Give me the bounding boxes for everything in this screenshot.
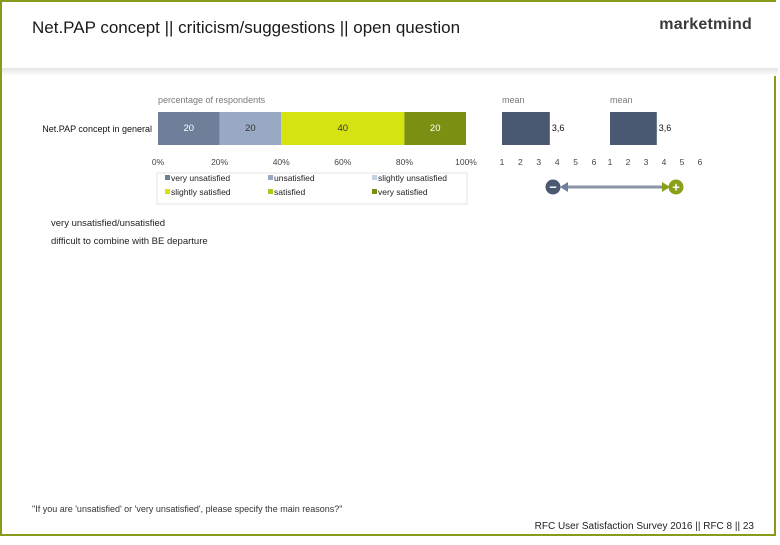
mean-bar-left — [502, 112, 550, 145]
legend-swatch — [268, 189, 273, 194]
mean-tick-label-right: 4 — [662, 157, 667, 167]
bar-value-label: 20 — [184, 123, 195, 134]
slide-frame — [0, 0, 776, 536]
scale-arrowhead-left — [560, 182, 568, 192]
mean-tick-label-left: 4 — [555, 157, 560, 167]
page-title: Net.PAP concept || criticism/suggestions… — [32, 18, 461, 37]
mean-title-right: mean — [610, 95, 633, 105]
legend-label: unsatisfied — [274, 173, 315, 183]
legend-label: slightly satisfied — [171, 187, 231, 197]
mean-tick-label-right: 1 — [608, 157, 613, 167]
mean-value-label-right: 3,6 — [659, 123, 672, 133]
legend-label: very satisfied — [378, 187, 428, 197]
mean-tick-label-left: 3 — [536, 157, 541, 167]
x-tick-label: 100% — [455, 157, 477, 167]
x-tick-label: 80% — [396, 157, 413, 167]
mean-tick-label-right: 3 — [644, 157, 649, 167]
question-footnote: "If you are 'unsatisfied' or 'very unsat… — [32, 504, 343, 514]
slide-footer: RFC User Satisfaction Survey 2016 || RFC… — [534, 521, 754, 532]
response-category: very unsatisfied/unsatisfied — [51, 218, 166, 229]
legend-swatch — [165, 175, 170, 180]
minus-icon-glyph: − — [549, 180, 557, 195]
mean-tick-label-left: 1 — [500, 157, 505, 167]
x-tick-label: 0% — [152, 157, 165, 167]
legend-label: satisfied — [274, 187, 305, 197]
brand-logo: marketmind — [659, 16, 752, 33]
legend-label: slightly unsatisfied — [378, 173, 447, 183]
bar-value-label: 40 — [338, 123, 349, 134]
mean-tick-label-left: 5 — [573, 157, 578, 167]
mean-bar-right — [610, 112, 657, 145]
plus-icon-glyph: + — [672, 180, 680, 195]
bar-value-label: 20 — [430, 123, 441, 134]
scale-arrowhead-right — [662, 182, 670, 192]
mean-tick-label-left: 2 — [518, 157, 523, 167]
mean-tick-label-right: 6 — [698, 157, 703, 167]
mean-title-left: mean — [502, 95, 525, 105]
legend-label: very unsatisfied — [171, 173, 230, 183]
legend-swatch — [268, 175, 273, 180]
plus-icon — [668, 179, 684, 195]
header-shadow — [2, 68, 778, 76]
response-text: difficult to combine with BE departure — [51, 236, 208, 247]
header-bar: Net.PAP concept || criticism/suggestions… — [2, 2, 778, 70]
stacked-chart-title: percentage of respondents — [158, 95, 266, 105]
mean-value-label-left: 3,6 — [552, 123, 565, 133]
bar-segment-0 — [158, 112, 220, 145]
legend-swatch — [372, 189, 377, 194]
legend-swatch — [165, 189, 170, 194]
mean-tick-label-right: 5 — [680, 157, 685, 167]
x-tick-label: 60% — [334, 157, 351, 167]
mean-tick-label-left: 6 — [592, 157, 597, 167]
mean-tick-label-right: 2 — [626, 157, 631, 167]
category-label: Net.PAP concept in general — [42, 124, 152, 134]
bar-segment-1 — [219, 112, 282, 145]
x-tick-label: 20% — [211, 157, 228, 167]
bar-value-label: 20 — [245, 123, 256, 134]
legend-swatch — [372, 175, 377, 180]
bar-segment-3 — [281, 112, 405, 145]
legend-box — [156, 172, 468, 205]
x-tick-label: 40% — [273, 157, 290, 167]
bar-segment-5 — [404, 112, 466, 145]
minus-icon — [545, 179, 561, 195]
